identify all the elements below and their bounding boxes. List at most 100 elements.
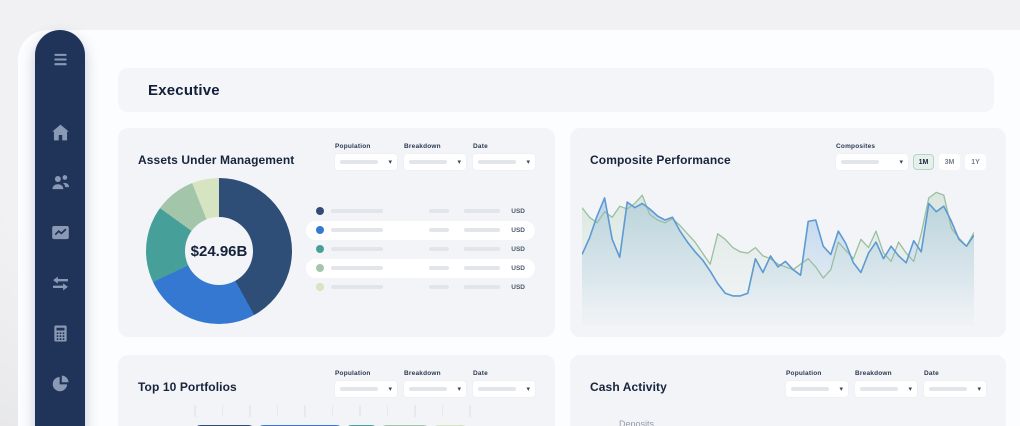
legend-dot (316, 207, 324, 215)
legend-name-skeleton (331, 247, 383, 251)
page-title: Executive (148, 81, 220, 99)
top10-card-title: Top 10 Portfolios (138, 380, 237, 394)
tick-mark (331, 405, 334, 417)
filter-dropdown-composites[interactable]: ▾ (836, 154, 908, 170)
legend-currency: USD (511, 264, 525, 272)
legend-row[interactable]: USD (306, 240, 535, 259)
menu-icon (50, 49, 71, 70)
tick-mark (249, 405, 251, 417)
top10-filters: Population ▾ Breakdown ▾ Date ▾ (335, 370, 535, 397)
top10-portfolios-card: Top 10 Portfolios Population ▾ Breakdown ▾ D… (118, 355, 555, 426)
filter-label: Date (473, 143, 488, 150)
aum-body: $24.96B USD USD USD USD USD (138, 178, 535, 324)
chevron-down-icon: ▾ (388, 385, 392, 393)
legend-dot (316, 283, 324, 291)
cash-card-title: Cash Activity (590, 380, 667, 394)
placeholder-skeleton (478, 160, 516, 164)
deposits-metric: Deposits 34.7 M Unit (592, 419, 986, 426)
filter-dropdown-date[interactable]: ▾ (924, 381, 986, 397)
legend-row[interactable]: USD (306, 220, 535, 240)
filter-label: Date (924, 370, 939, 377)
filter-dropdown-breakdown[interactable]: ▾ (404, 381, 466, 397)
sidebar-item-transactions[interactable] (48, 272, 72, 295)
sidebar-item-menu[interactable] (48, 48, 72, 71)
legend-name-skeleton (331, 228, 383, 232)
legend-name-skeleton (331, 209, 383, 213)
filter-breakdown: Breakdown ▾ (855, 370, 917, 397)
legend-dot (316, 226, 324, 234)
placeholder-skeleton (929, 387, 967, 391)
filter-dropdown-population[interactable]: ▾ (335, 154, 397, 170)
top10-chart[interactable] (138, 405, 535, 426)
sidebar-item-performance[interactable] (48, 221, 72, 244)
legend-dot (316, 264, 324, 272)
legend-row[interactable]: USD (306, 258, 535, 278)
placeholder-skeleton (409, 160, 447, 164)
aum-donut-chart[interactable]: $24.96B (146, 178, 292, 324)
legend-dot (316, 245, 324, 253)
sidebar-item-portfolios[interactable] (48, 423, 72, 426)
range-button-3m[interactable]: 3M (939, 154, 960, 170)
filter-dropdown-date[interactable]: ▾ (473, 154, 535, 170)
sidebar-item-home[interactable] (48, 120, 72, 143)
filter-dropdown-population[interactable]: ▾ (786, 381, 848, 397)
aum-legend: USD USD USD USD USD (306, 202, 535, 297)
composite-controls: Composites ▾ 1M 3M 1Y (836, 143, 986, 170)
filter-label: Date (473, 370, 488, 377)
filter-dropdown-breakdown[interactable]: ▾ (404, 154, 466, 170)
filter-dropdown-date[interactable]: ▾ (473, 381, 535, 397)
page-header: Executive (118, 68, 994, 112)
tick-mark (221, 405, 224, 417)
metric-label: Deposits (619, 419, 655, 426)
tick-mark (359, 405, 361, 417)
chevron-down-icon: ▾ (839, 385, 843, 393)
filter-breakdown: Breakdown ▾ (404, 370, 466, 397)
legend-value-skeleton (429, 209, 450, 213)
legend-value-skeleton (429, 228, 450, 232)
filter-population: Population ▾ (335, 143, 397, 170)
filter-date: Date ▾ (924, 370, 986, 397)
filter-label: Population (786, 370, 822, 377)
transfer-icon (50, 273, 71, 294)
legend-row[interactable]: USD (306, 278, 535, 297)
filter-population: Population ▾ (786, 370, 848, 397)
gridline-ticks (194, 405, 471, 417)
home-icon (50, 122, 71, 143)
chevron-down-icon: ▾ (457, 158, 461, 166)
range-toggle: 1M 3M 1Y (913, 154, 986, 170)
filter-dropdown-population[interactable]: ▾ (335, 381, 397, 397)
sidebar-item-calculator[interactable] (48, 322, 72, 345)
composite-card-title: Composite Performance (590, 153, 731, 167)
legend-currency: USD (511, 226, 525, 234)
calculator-icon (50, 323, 71, 344)
filter-label: Population (335, 370, 371, 377)
range-button-1y[interactable]: 1Y (965, 154, 986, 170)
placeholder-skeleton (340, 160, 378, 164)
composite-performance-card: Composite Performance Composites ▾ 1M 3M 1Y (570, 128, 1006, 337)
aum-total-value: $24.96B (190, 242, 248, 260)
chevron-down-icon: ▾ (977, 385, 981, 393)
range-button-1m[interactable]: 1M (913, 154, 934, 170)
legend-amount-skeleton (464, 266, 501, 270)
legend-amount-skeleton (464, 247, 501, 251)
sidebar-item-clients[interactable] (48, 171, 72, 194)
placeholder-skeleton (841, 160, 879, 164)
tick-mark (441, 405, 444, 417)
composite-area-chart[interactable] (582, 174, 974, 326)
filter-label: Population (335, 143, 371, 150)
legend-row[interactable]: USD (306, 202, 535, 221)
chevron-down-icon: ▾ (899, 158, 903, 166)
tick-mark (386, 405, 389, 417)
aum-card: Assets Under Management Population ▾ Break… (118, 128, 555, 337)
cash-activity-card: Cash Activity Population ▾ Breakdown ▾ Date ▾… (570, 355, 1006, 426)
filter-breakdown: Breakdown ▾ (404, 143, 466, 170)
filter-label: Breakdown (404, 370, 441, 377)
sidebar-item-allocation[interactable] (48, 372, 72, 395)
cash-filters: Population ▾ Breakdown ▾ Date ▾ (786, 370, 986, 397)
legend-currency: USD (511, 207, 525, 215)
aum-card-title: Assets Under Management (138, 153, 295, 167)
filter-dropdown-breakdown[interactable]: ▾ (855, 381, 917, 397)
legend-amount-skeleton (464, 285, 501, 289)
placeholder-skeleton (860, 387, 898, 391)
